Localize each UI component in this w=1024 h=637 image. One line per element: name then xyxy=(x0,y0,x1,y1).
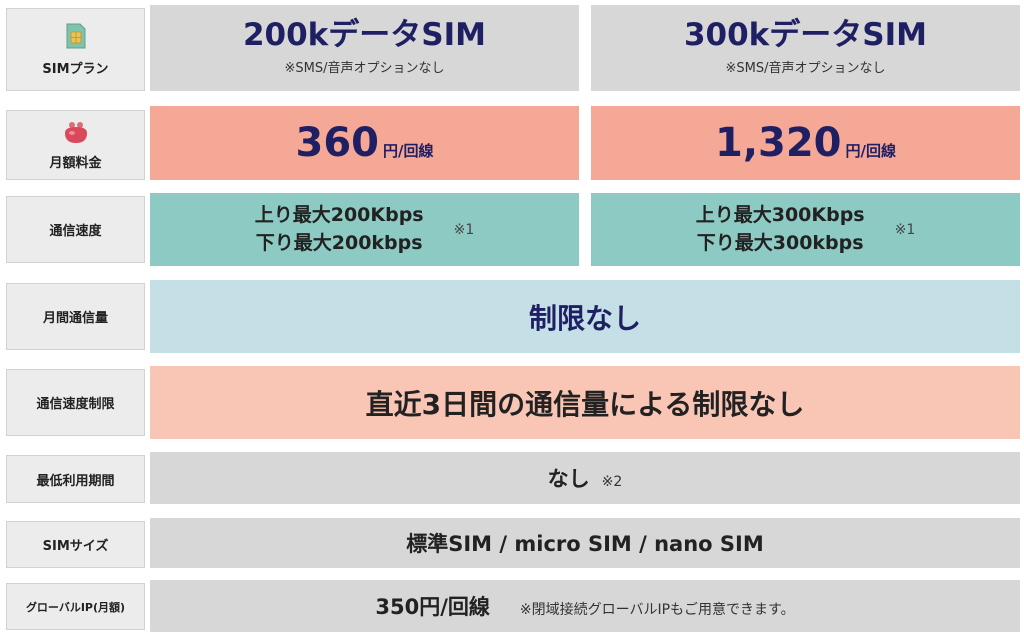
row-label-speed: 通信速度 xyxy=(6,196,145,263)
row-label-text: SIMプラン xyxy=(42,62,109,77)
row-label-monthly-fee: 月額料金 xyxy=(6,110,145,180)
speed-limit-cell: 直近3日間の通信量による制限なし xyxy=(150,366,1020,439)
sim-size-cell: 標準SIM / micro SIM / nano SIM xyxy=(150,518,1020,568)
row-label-sim-size: SIMサイズ xyxy=(6,521,145,568)
sim-size-value: 標準SIM / micro SIM / nano SIM xyxy=(406,532,764,556)
plan-1-price: 360 円/回線 xyxy=(150,106,579,180)
speed-limit-value: 直近3日間の通信量による制限なし xyxy=(365,387,805,421)
plan-1-speed: 上り最大200Kbps 下り最大200kbps ※1 xyxy=(150,193,579,266)
row-label-sim-plan: SIMプラン xyxy=(6,8,145,91)
plan-1-subtitle: ※SMS/音声オプションなし xyxy=(284,61,445,76)
plan-2-speed: 上り最大300Kbps 下り最大300kbps ※1 xyxy=(591,193,1020,266)
plan-2-price-value: 1,320 xyxy=(714,120,842,166)
min-period-cell: なし ※2 xyxy=(150,452,1020,504)
plan-1-download-speed: 下り最大200kbps xyxy=(255,231,423,254)
min-period-value: なし xyxy=(547,467,590,491)
row-label-text: グローバルIP(月額) xyxy=(25,600,126,614)
plan-2-price-unit: 円/回線 xyxy=(845,142,896,160)
row-label-text: SIMサイズ xyxy=(42,539,109,554)
plan-2-header: 300kデータSIM ※SMS/音声オプションなし xyxy=(591,5,1020,91)
plan-2-subtitle: ※SMS/音声オプションなし xyxy=(725,61,886,76)
plan-2-upload-speed: 上り最大300Kbps xyxy=(695,203,865,226)
plan-2-speed-note: ※1 xyxy=(894,221,916,238)
row-label-text: 月間通信量 xyxy=(42,311,108,326)
row-label-text: 月額料金 xyxy=(49,155,102,171)
plan-1-price-unit: 円/回線 xyxy=(383,142,434,160)
row-label-text: 通信速度制限 xyxy=(36,397,115,412)
row-label-text: 最低利用期間 xyxy=(36,473,115,489)
plan-2-title: 300kデータSIM xyxy=(683,17,928,53)
plan-1-price-value: 360 xyxy=(295,120,380,166)
row-label-text: 通信速度 xyxy=(49,224,102,239)
plan-1-header: 200kデータSIM ※SMS/音声オプションなし xyxy=(150,5,579,91)
plan-1-upload-speed: 上り最大200Kbps xyxy=(254,203,424,226)
global-ip-price: 350円/回線 xyxy=(375,595,490,619)
row-label-min-period: 最低利用期間 xyxy=(6,455,145,503)
sim-card-icon xyxy=(65,22,87,54)
plan-1-speed-note: ※1 xyxy=(453,221,475,238)
monthly-data-cell: 制限なし xyxy=(150,280,1020,353)
row-label-global-ip: グローバルIP(月額) xyxy=(6,583,145,630)
plan-2-price: 1,320 円/回線 xyxy=(591,106,1020,180)
coin-purse-icon xyxy=(62,120,90,148)
plan-1-title: 200kデータSIM xyxy=(242,17,487,53)
row-label-monthly-data: 月間通信量 xyxy=(6,283,145,350)
global-ip-note: ※閉域接続グローバルIPもご用意できます。 xyxy=(519,602,795,618)
monthly-data-value: 制限なし xyxy=(528,301,641,335)
global-ip-cell: 350円/回線 ※閉域接続グローバルIPもご用意できます。 xyxy=(150,580,1020,632)
plan-2-download-speed: 下り最大300kbps xyxy=(696,231,864,254)
row-label-speed-limit: 通信速度制限 xyxy=(6,369,145,436)
min-period-note: ※2 xyxy=(601,474,623,490)
